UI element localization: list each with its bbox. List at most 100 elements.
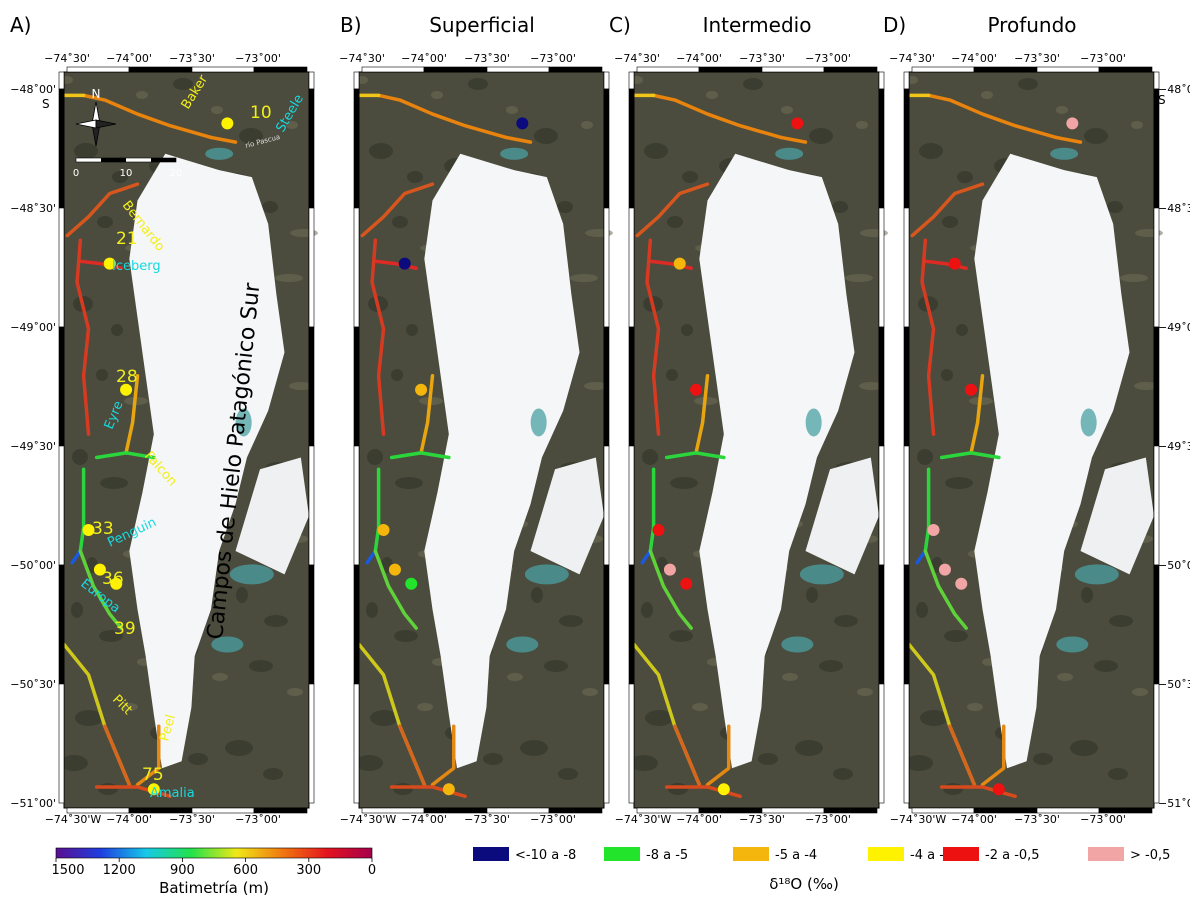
frame-bar-left [628, 207, 635, 328]
lon-tick-bottom: −74˚30'W [45, 813, 102, 826]
bathymetry-legend-title: Batimetría (m) [159, 879, 269, 897]
frame-bar-right [308, 326, 315, 447]
terrain-patch [112, 171, 128, 183]
terrain-patch [544, 660, 568, 672]
lat-tick-left: −49˚00' [10, 321, 56, 334]
frame-bar-bottom [1098, 807, 1153, 814]
station-marker [442, 783, 455, 796]
frame-bar-left [353, 326, 360, 447]
terrain-patch [1131, 121, 1143, 129]
terrain-patch [355, 755, 383, 771]
terrain-patch [264, 615, 288, 627]
frame-bar-left [353, 564, 360, 685]
panel-title: Intermedio [703, 13, 812, 37]
station-marker [1066, 117, 1079, 130]
terrain-patch [916, 602, 928, 618]
terrain-patch [506, 106, 518, 114]
frame-bar-top [423, 66, 488, 73]
terrain-patch [98, 783, 118, 795]
frame-bar-left [903, 71, 910, 90]
terrain-patch [669, 630, 693, 642]
lon-tick-bottom: −73˚30' [1014, 813, 1060, 826]
lon-tick-bottom: −73˚00' [530, 813, 576, 826]
colorbar-tick-label: 0 [368, 863, 376, 878]
terrain-patch [239, 128, 263, 144]
falcon-fjord [664, 451, 726, 460]
lon-tick-top: −73˚00' [805, 52, 851, 65]
lat-tick-right: −50˚30' [1158, 678, 1190, 691]
baker-fjord [926, 93, 1058, 140]
lon-tick-bottom: −74˚00' [951, 813, 997, 826]
pitt-lower [103, 724, 132, 787]
terrain-patch [967, 703, 983, 711]
terrain-patch [1057, 673, 1073, 681]
terrain-patch [819, 660, 843, 672]
terrain-patch [97, 216, 113, 228]
terrain-patch [287, 688, 303, 696]
frame-bar-right [603, 564, 610, 685]
bernardo-fjord [910, 182, 985, 238]
terrain-patch [75, 710, 103, 726]
ice-field-east [1080, 457, 1154, 575]
isotope-swatch [473, 847, 509, 861]
pitt-lower [948, 724, 977, 787]
terrain-patch [642, 449, 658, 465]
frame-bar-left [628, 683, 635, 804]
lon-tick-bottom: −74˚00' [401, 813, 447, 826]
frame-bar-right [308, 88, 315, 209]
terrain-patch [559, 615, 583, 627]
frame-bar-left [903, 683, 910, 804]
frame-bar-top [361, 66, 425, 73]
frame-bar-right [1153, 564, 1160, 685]
lon-tick-top: −73˚30' [1014, 52, 1060, 65]
terrain-patch [1094, 660, 1118, 672]
station-marker [110, 577, 123, 590]
map-panel-d: −74˚30' −74˚00' −73˚30' −73˚00' −74˚30'W −74˚… [883, 13, 1163, 826]
frame-bar-top [698, 66, 763, 73]
frame-bar-left [353, 207, 360, 328]
frame-bar-right [878, 71, 885, 90]
lat-tick-right: −48˚00' [1158, 83, 1190, 96]
terrain-patch [557, 201, 573, 213]
station-label: 39 [114, 619, 136, 639]
frame-bar-right [603, 326, 610, 447]
frame-bar-right [1153, 207, 1160, 328]
lon-tick-top: −74˚30' [339, 52, 385, 65]
lat-tick-left: −51˚00' [10, 797, 56, 810]
frame-bar-right [878, 683, 885, 804]
lat-tick-left: −50˚30' [10, 678, 56, 691]
station-marker [93, 563, 106, 576]
terrain-patch [641, 602, 653, 618]
isotope-label: > -0,5 [1130, 848, 1170, 863]
frame-bar-bottom [548, 807, 603, 814]
terrain-patch [834, 615, 858, 627]
lake [1050, 147, 1079, 160]
station-label: 75 [142, 765, 164, 785]
amalia-fjord [939, 785, 1017, 799]
terrain-patch [60, 755, 88, 771]
frame-bar-left [58, 683, 65, 804]
terrain-patch [249, 660, 273, 672]
frame-bar-bottom [823, 807, 878, 814]
frame-bar-right [878, 564, 885, 685]
station-marker [690, 383, 703, 396]
ice-field [424, 153, 580, 769]
frame-bar-left [58, 88, 65, 209]
ice-field [129, 153, 285, 769]
lon-tick-top: −73˚00' [1080, 52, 1126, 65]
lake [1080, 408, 1097, 437]
lon-tick-top: −73˚30' [739, 52, 785, 65]
colorbar-tick-label: 600 [233, 863, 258, 878]
terrain-patch [905, 755, 933, 771]
lake [805, 408, 822, 437]
terrain-patch [666, 369, 678, 381]
terrain-patch [581, 121, 593, 129]
lon-tick-top: −74˚00' [951, 52, 997, 65]
terrain-patch [263, 768, 283, 780]
terrain-patch [1120, 274, 1148, 282]
frame-bar-top [911, 66, 975, 73]
lat-tick-left: −50˚00' [10, 559, 56, 572]
terrain-patch [1109, 615, 1133, 627]
scale-label: 10 [120, 168, 133, 179]
station-label: 21 [116, 229, 138, 249]
